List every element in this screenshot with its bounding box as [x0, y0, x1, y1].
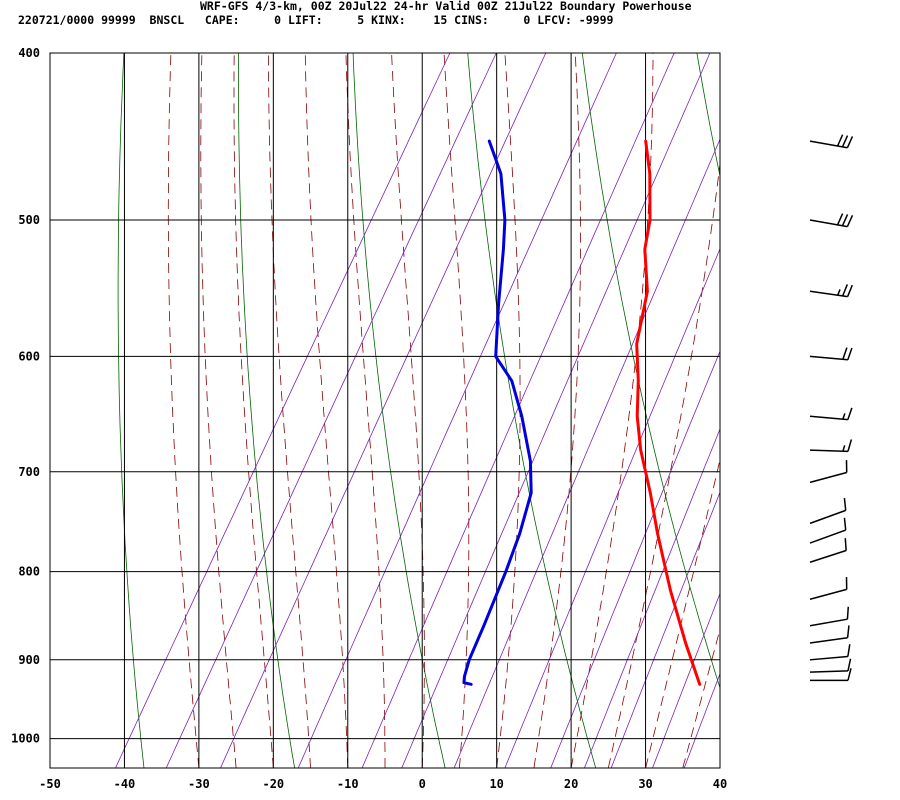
dry-adiabat-line [117, 53, 145, 768]
mixing-ratio-line [550, 350, 720, 768]
x-tick-label: -20 [262, 777, 284, 791]
wind-barb [809, 606, 850, 627]
x-tick-label: -30 [188, 777, 210, 791]
y-tick-label: 800 [18, 565, 40, 579]
dewpoint-profile-line [462, 139, 533, 686]
background-guide-lines [115, 53, 900, 768]
mixing-ratio-line [297, 53, 617, 768]
moist-adiabat-line [570, 53, 654, 768]
dry-adiabat-line [696, 53, 720, 179]
moist-adiabat-line [682, 627, 720, 768]
mixing-ratio-line [361, 53, 675, 768]
x-axis-ticks: -50 -40 -30 -20 -10 0 10 20 30 40 [39, 777, 727, 791]
moist-adiabat-line [268, 53, 311, 768]
y-tick-label: 400 [18, 46, 40, 60]
moist-adiabat-line [345, 53, 386, 768]
dry-adiabat-line [812, 53, 900, 768]
moist-adiabat-line [645, 457, 720, 768]
wind-barb [809, 213, 854, 228]
wind-barb [809, 407, 853, 421]
moist-adiabat-line [233, 53, 274, 768]
wind-barb [809, 658, 852, 673]
x-tick-label: 30 [638, 777, 652, 791]
dry-adiabat-line [467, 53, 597, 768]
mixing-ratio-line [683, 672, 720, 768]
wind-barb [809, 577, 848, 600]
x-tick-label: 20 [564, 777, 578, 791]
chart-title: WRF-GFS 4/3-km, 00Z 20Jul22 24-hr Valid … [200, 0, 692, 13]
dry-adiabat-line [581, 53, 720, 690]
wind-barb [809, 134, 854, 149]
mixing-ratio-line [165, 53, 497, 768]
x-tick-label: -10 [337, 777, 359, 791]
dry-adiabat-line [237, 53, 295, 768]
temperature-profile-line [635, 139, 702, 686]
mixing-ratio-line [652, 592, 720, 768]
moist-adiabat-line [443, 53, 470, 768]
wind-barb [809, 460, 848, 484]
moist-adiabat-line [719, 766, 720, 768]
wind-barb [809, 439, 853, 453]
mixing-ratio-line [220, 53, 547, 768]
mixing-ratio-line [504, 247, 720, 768]
x-tick-label: 10 [489, 777, 503, 791]
moist-adiabat-line [167, 53, 200, 768]
mixing-ratio-line [453, 138, 720, 768]
x-tick-label: 0 [419, 777, 426, 791]
y-tick-label: 900 [18, 653, 40, 667]
y-tick-label: 500 [18, 213, 40, 227]
moist-adiabat-line [496, 53, 521, 768]
dry-adiabat-line [352, 53, 446, 768]
mixing-ratio-line [610, 491, 720, 768]
plot-frame [49, 52, 721, 769]
y-axis-ticks: 400 500 600 700 800 900 1000 [11, 46, 40, 746]
y-tick-label: 1000 [11, 732, 40, 746]
y-tick-label: 700 [18, 465, 40, 479]
mixing-ratio-line [401, 53, 711, 768]
wind-barbs [809, 134, 854, 682]
sounding-indices-line: 220721/0000 99999 BNSCL CAPE: 0 LIFT: 5 … [18, 13, 614, 27]
grid-lines [50, 53, 720, 768]
wind-barb [809, 644, 851, 661]
wind-barb [809, 517, 847, 544]
moist-adiabat-line [200, 53, 237, 768]
wind-barb [809, 538, 847, 563]
wind-barb [809, 498, 847, 525]
x-tick-label: 40 [713, 777, 727, 791]
wind-barb [809, 284, 853, 298]
x-tick-label: -50 [39, 777, 61, 791]
mixing-ratio-line [115, 53, 451, 768]
y-tick-label: 600 [18, 349, 40, 363]
moist-adiabat-line [533, 53, 581, 768]
moist-adiabat-line [304, 53, 349, 768]
wind-barb [809, 347, 853, 361]
x-tick-label: -40 [114, 777, 136, 791]
moist-adiabat-line [607, 160, 720, 768]
wind-barb [810, 668, 852, 682]
profile-lines [462, 139, 702, 686]
wind-barb [809, 625, 850, 644]
mixing-ratio-line [584, 427, 720, 768]
